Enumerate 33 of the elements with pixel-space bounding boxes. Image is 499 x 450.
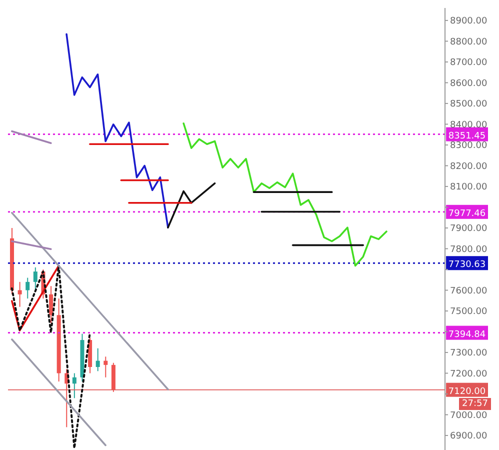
y-tick-label: 7300.00 [450, 348, 488, 359]
y-tick-label: 8800.00 [450, 37, 488, 48]
y-tick-label: 8100.00 [450, 182, 488, 193]
y-tick-label: 7000.00 [450, 410, 488, 421]
y-tick-label: 7800.00 [450, 244, 488, 255]
candlestick [26, 277, 30, 300]
y-tick-label: 8700.00 [450, 58, 488, 68]
y-tick-label: 8300.00 [450, 141, 488, 152]
ref-line-label: 7120.00 [448, 386, 486, 397]
line-series [66, 33, 169, 228]
ref-line-label: 7977.46 [448, 208, 486, 219]
text: 27:57 [459, 398, 491, 410]
candlestick [33, 266, 38, 291]
y-tick-label: 8600.00 [450, 78, 488, 89]
candlestick [72, 372, 76, 399]
line-series [10, 264, 91, 450]
candlestick [96, 348, 100, 372]
candlestick [18, 281, 22, 308]
y-tick-label: 8200.00 [450, 162, 488, 172]
ref-line-label: 7394.84 [448, 330, 486, 340]
y-tick-label: 8900.00 [450, 16, 488, 27]
line-series [182, 122, 388, 267]
y-tick-label: 8500.00 [450, 100, 488, 110]
ref-line-label: 7730.63 [448, 260, 486, 270]
ref-line-label: 8351.45 [448, 131, 486, 142]
y-tick-label: 7200.00 [450, 369, 488, 380]
line-series [167, 182, 216, 228]
y-tick-label: 7900.00 [450, 224, 488, 234]
candlestick [104, 356, 108, 378]
y-tick-label: 7600.00 [450, 286, 488, 296]
candlestick [49, 286, 54, 324]
y-tick-label: 6900.00 [450, 432, 488, 442]
y-tick-label: 7500.00 [450, 307, 488, 318]
